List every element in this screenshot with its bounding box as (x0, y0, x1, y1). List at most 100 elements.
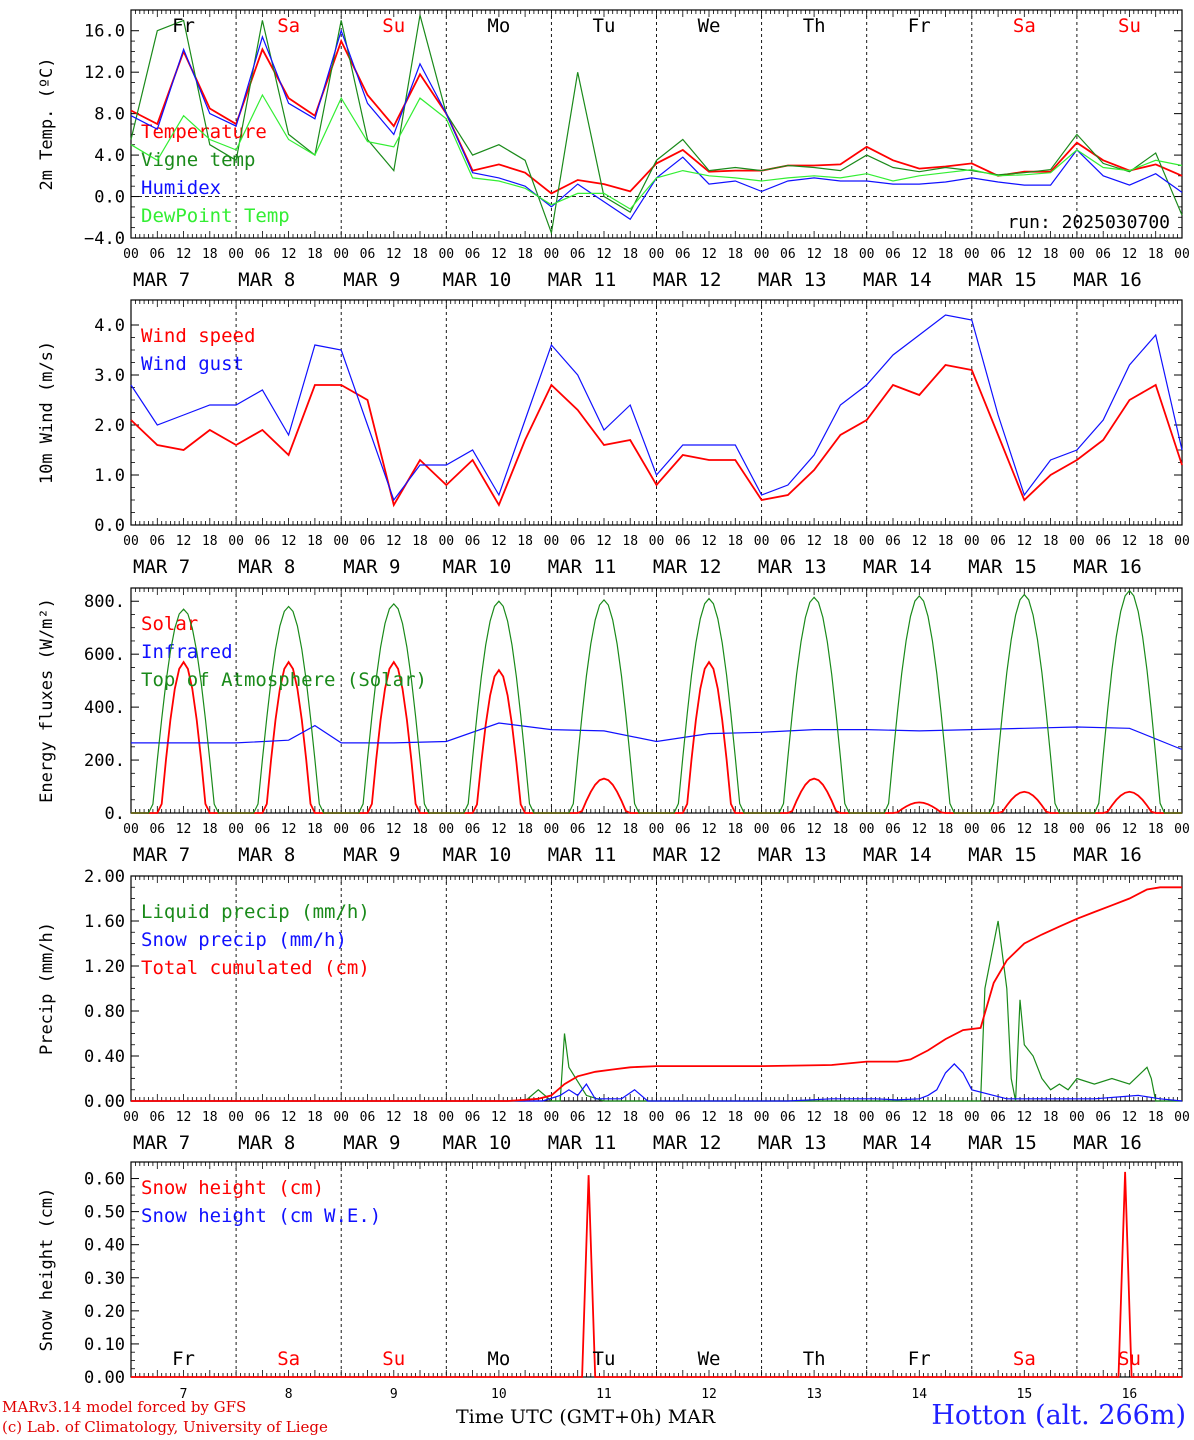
hour-tick-label: 12 (281, 247, 297, 262)
weekday-label: Fr (172, 1348, 195, 1370)
hour-tick-label: 06 (149, 534, 165, 549)
legend-entry: Snow precip (mm/h) (141, 929, 347, 951)
hour-tick-label: 06 (1095, 1110, 1111, 1125)
legend-entry: Snow height (cm) (141, 1177, 324, 1199)
date-label: MAR 12 (653, 844, 722, 866)
date-label: MAR 13 (758, 1132, 827, 1154)
series-line-2 (130, 15, 1183, 236)
hour-tick-label: 00 (438, 822, 454, 837)
hour-tick-label: 06 (990, 822, 1006, 837)
hour-tick-label: 18 (202, 1110, 218, 1125)
y-tick-label: 4.0 (94, 316, 125, 336)
hour-tick-label: 18 (307, 247, 323, 262)
series-line-2 (130, 314, 1183, 502)
day-number-label: 14 (911, 1387, 927, 1402)
hour-tick-label: 06 (360, 534, 376, 549)
hour-tick-label: 00 (964, 534, 980, 549)
hour-tick-label: 18 (938, 534, 954, 549)
hour-tick-label: 12 (1017, 534, 1033, 549)
date-label: MAR 12 (653, 1132, 722, 1154)
series-line-1 (131, 920, 1182, 1102)
date-label: MAR 15 (968, 1132, 1037, 1154)
legend-entry: Liquid precip (mm/h) (141, 901, 370, 923)
date-label: MAR 8 (238, 844, 295, 866)
hour-tick-label: 00 (544, 822, 560, 837)
weekday-label: Mo (487, 1348, 510, 1370)
hour-tick-label: 06 (360, 247, 376, 262)
y-tick-label: 0.30 (84, 1269, 125, 1289)
station-name: Hotton (alt. 266m) (931, 1400, 1186, 1431)
hour-tick-label: 00 (754, 1110, 770, 1125)
y-tick-label: 1.0 (94, 466, 125, 486)
y-tick-label: 0.00 (84, 1092, 125, 1112)
hour-tick-label: 18 (1043, 1110, 1059, 1125)
day-number-label: 7 (180, 1387, 188, 1402)
hour-tick-label: 18 (307, 534, 323, 549)
date-label: MAR 16 (1073, 556, 1142, 578)
hour-tick-label: 18 (307, 1110, 323, 1125)
hour-tick-label: 06 (360, 1110, 376, 1125)
weekday-label: Fr (172, 15, 195, 37)
y-tick-label: 16.0 (84, 22, 125, 42)
hour-tick-label: 12 (281, 534, 297, 549)
hour-tick-label: 00 (1174, 1110, 1190, 1125)
panels: −4.0 0.0 4.0 8.0 12.0 16.0 2m Temp. (ºC) Temper… (37, 9, 1190, 1402)
date-label: MAR 9 (343, 269, 400, 291)
hour-tick-label: 18 (412, 1110, 428, 1125)
hour-tick-label: 18 (517, 822, 533, 837)
y-tick-label: 0.10 (84, 1335, 125, 1355)
y-tick-label: 200. (84, 751, 125, 771)
y-tick-label: 8.0 (94, 105, 125, 125)
hour-tick-label: 18 (307, 822, 323, 837)
hour-tick-label: 12 (911, 1110, 927, 1125)
hour-tick-label: 18 (517, 1110, 533, 1125)
legend-entry: Infrared (141, 641, 233, 663)
weekday-label: Mo (487, 15, 510, 37)
date-label: MAR 10 (443, 269, 512, 291)
hour-tick-label: 18 (622, 534, 638, 549)
series-line-4 (130, 93, 1183, 210)
legend-entry: Solar (141, 613, 198, 635)
weekday-label: Sa (1013, 15, 1036, 37)
y-tick-label: 600. (84, 645, 125, 665)
hour-tick-label: 18 (833, 534, 849, 549)
date-label: MAR 8 (238, 556, 295, 578)
hour-tick-label: 06 (780, 822, 796, 837)
hour-tick-label: 06 (885, 247, 901, 262)
hour-tick-label: 12 (1017, 822, 1033, 837)
weekday-label: Su (1118, 1348, 1141, 1370)
hour-tick-label: 00 (123, 1110, 139, 1125)
hour-tick-label: 06 (780, 247, 796, 262)
hour-tick-label: 00 (754, 534, 770, 549)
hour-tick-label: 00 (859, 247, 875, 262)
series-line-2 (131, 1063, 1183, 1102)
date-label: MAR 9 (343, 1132, 400, 1154)
date-label: MAR 8 (238, 269, 295, 291)
y-tick-label: 2.0 (94, 416, 125, 436)
hour-tick-label: 00 (754, 822, 770, 837)
y-axis-label: Snow height (cm) (37, 1188, 57, 1352)
hour-tick-label: 00 (333, 534, 349, 549)
hour-tick-label: 18 (1043, 822, 1059, 837)
date-label: MAR 7 (133, 556, 190, 578)
hour-tick-label: 06 (675, 1110, 691, 1125)
date-label: MAR 10 (443, 556, 512, 578)
date-label: MAR 11 (548, 1132, 617, 1154)
hour-tick-label: 06 (885, 822, 901, 837)
legend-entry: Vigne temp (141, 149, 255, 171)
hour-tick-label: 12 (1017, 1110, 1033, 1125)
hour-tick-label: 18 (727, 534, 743, 549)
hour-tick-label: 06 (990, 534, 1006, 549)
hour-tick-label: 00 (228, 822, 244, 837)
hour-tick-label: 00 (1069, 534, 1085, 549)
hour-tick-label: 06 (675, 247, 691, 262)
hour-tick-label: 00 (649, 247, 665, 262)
weekday-label: Fr (908, 1348, 931, 1370)
hour-tick-label: 12 (176, 822, 192, 837)
y-axis-label: Precip (mm/h) (37, 922, 57, 1055)
hour-tick-label: 06 (149, 822, 165, 837)
hour-tick-label: 12 (491, 1110, 507, 1125)
weekday-label: Su (382, 15, 405, 37)
hour-tick-label: 18 (833, 1110, 849, 1125)
y-tick-label: 0.50 (84, 1203, 125, 1223)
